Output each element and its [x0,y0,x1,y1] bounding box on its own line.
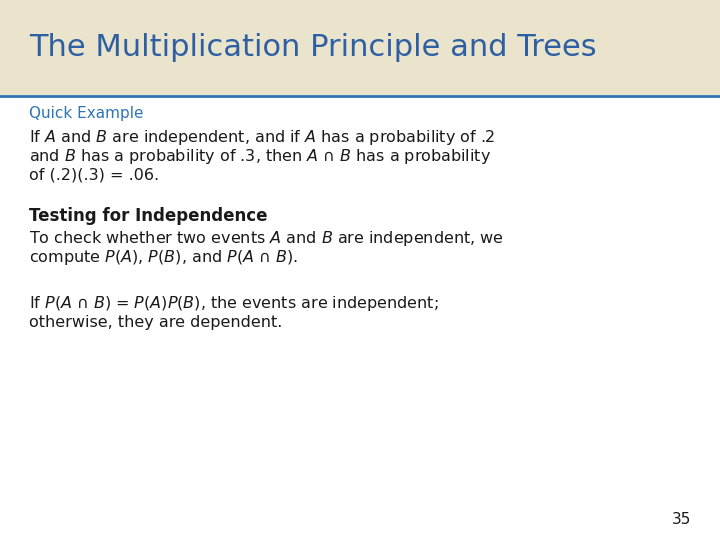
Text: Quick Example: Quick Example [29,106,143,121]
FancyBboxPatch shape [0,0,720,94]
Text: compute $P$($A$), $P$($B$), and $P$($A$ ∩ $B$).: compute $P$($A$), $P$($B$), and $P$($A$ … [29,248,297,267]
Text: To check whether two events $A$ and $B$ are independent, we: To check whether two events $A$ and $B$ … [29,229,503,248]
Text: Testing for Independence: Testing for Independence [29,207,267,225]
Text: 35: 35 [672,512,691,527]
Text: of (.2)(.3) = .06.: of (.2)(.3) = .06. [29,168,159,183]
Text: and $B$ has a probability of .3, then $A$ ∩ $B$ has a probability: and $B$ has a probability of .3, then $A… [29,147,491,166]
Text: otherwise, they are dependent.: otherwise, they are dependent. [29,315,282,330]
Text: If $A$ and $B$ are independent, and if $A$ has a probability of .2: If $A$ and $B$ are independent, and if $… [29,128,495,147]
Text: If $P$($A$ ∩ $B$) = $P$($A$)$P$($B$), the events are independent;: If $P$($A$ ∩ $B$) = $P$($A$)$P$($B$), th… [29,294,438,313]
Text: The Multiplication Principle and Trees: The Multiplication Principle and Trees [29,33,596,62]
